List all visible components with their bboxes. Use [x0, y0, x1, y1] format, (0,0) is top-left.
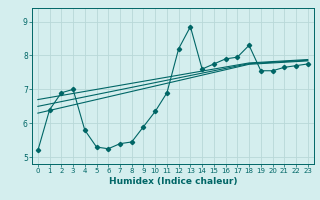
X-axis label: Humidex (Indice chaleur): Humidex (Indice chaleur)	[108, 177, 237, 186]
